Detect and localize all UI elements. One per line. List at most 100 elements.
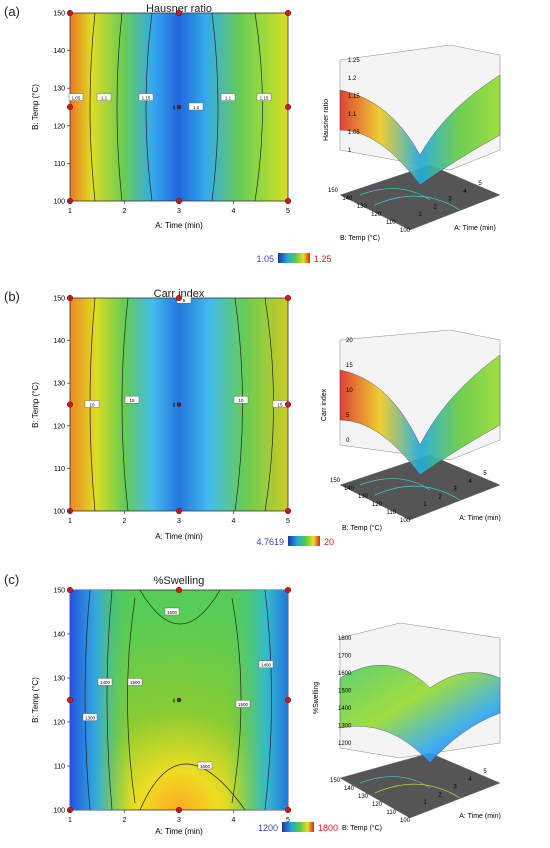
y-tick-label: 140 <box>53 632 65 639</box>
z-tick-label: 1300 <box>338 724 352 730</box>
color-scale-bar <box>278 253 310 263</box>
y-tick-label: 110 <box>54 466 65 473</box>
x-tick-label: 3 <box>177 208 181 215</box>
y-tick-label: 150 <box>53 11 65 18</box>
z-tick-label: 1600 <box>338 671 352 677</box>
y-tick-label: 140 <box>53 338 65 345</box>
x-tick-label: 4 <box>232 208 236 215</box>
surface-x-tick-label: 4 <box>468 479 472 485</box>
scale-max-label: 1800 <box>318 823 338 833</box>
contour-label: 15 <box>277 402 283 407</box>
contour-label: 1.15 <box>142 95 151 100</box>
surface-x-tick-label: 5 <box>483 769 487 775</box>
surface-ylabel: B: Temp (°C) <box>340 234 380 242</box>
y-tick-label: 130 <box>53 86 65 93</box>
panel-label: (a) <box>4 4 20 19</box>
y-tick-label: 100 <box>53 808 65 815</box>
contour-label-box <box>127 678 143 686</box>
design-point <box>175 294 183 302</box>
design-point <box>284 586 292 594</box>
z-tick-label: 1.05 <box>348 130 360 136</box>
x-tick-label: 4 <box>232 817 236 824</box>
contour-label-box <box>256 93 272 101</box>
y-axis-label: B: Temp (°C) <box>31 677 40 723</box>
surface-y-tick-label: 150 <box>330 478 341 484</box>
contour-label: 10 <box>89 402 95 407</box>
contour-label-box <box>220 93 236 101</box>
surface-x-tick-label: 2 <box>438 792 442 798</box>
y-tick-label: 130 <box>53 676 65 683</box>
design-point <box>176 104 182 110</box>
z-tick-label: 1200 <box>338 741 352 747</box>
surface-y-tick-label: 120 <box>372 802 383 808</box>
design-point <box>284 401 292 408</box>
surface-x-tick-label: 2 <box>433 204 437 210</box>
contour-label-box <box>68 93 84 101</box>
y-tick-label: 110 <box>54 764 65 771</box>
contour-label: 1500 <box>130 680 141 685</box>
surface-y-tick-label: 110 <box>386 510 396 516</box>
contour-title: Carr index <box>153 288 205 300</box>
x-tick-label: 1 <box>68 208 72 215</box>
z-axis-label: Carr index <box>321 388 328 421</box>
x-tick-label: 1 <box>68 518 72 525</box>
contour-label: 15 <box>129 398 135 403</box>
surface-y-tick-label: 140 <box>344 486 355 492</box>
contour-label-box <box>82 713 98 721</box>
y-tick-label: 110 <box>54 161 65 168</box>
contour-label: 1300 <box>85 715 96 720</box>
z-tick-label: 0 <box>346 438 350 444</box>
x-tick-label: 4 <box>232 518 236 525</box>
contour-label-box <box>138 93 154 101</box>
surface-y-tick-label: 100 <box>400 518 411 524</box>
design-point <box>284 696 292 704</box>
design-point <box>284 9 292 17</box>
contour-label: 1.1 <box>101 95 108 100</box>
x-tick-label: 3 <box>177 518 181 525</box>
panel-label: (c) <box>4 572 20 587</box>
z-tick-label: 1 <box>348 148 352 154</box>
design-point <box>176 402 182 407</box>
scale-max-label: 20 <box>324 537 334 547</box>
x-axis-label: A: Time (min) <box>155 532 203 541</box>
surface-x-tick-label: 3 <box>453 785 457 791</box>
panel-a: (a) Hausner ratio <box>0 0 550 280</box>
surface-x-tick-label: 3 <box>453 487 457 493</box>
y-tick-label: 120 <box>53 720 65 727</box>
x-tick-label: 3 <box>177 817 181 824</box>
surface-x-tick-label: 2 <box>438 494 442 500</box>
scale-min-label: 1200 <box>258 823 278 833</box>
surface-y-tick-label: 130 <box>358 794 369 800</box>
surface-x-tick-label: 3 <box>448 197 452 203</box>
contour-label: 1.1 <box>225 95 232 100</box>
center-replicate-label: 6 <box>173 699 176 705</box>
contour-label: 1600 <box>200 764 211 769</box>
surface-y-tick-label: 120 <box>372 502 383 508</box>
color-scale-bar <box>282 822 314 832</box>
contour-label: 5 <box>183 298 186 303</box>
z-tick-label: 1400 <box>338 706 352 712</box>
surface-x-tick-label: 1 <box>418 212 422 218</box>
contour-label: 1600 <box>167 610 178 615</box>
contour-label: 1.15 <box>260 95 269 100</box>
contour-label-box <box>197 761 213 770</box>
center-replicate-label: 6 <box>173 403 176 409</box>
surface-y-tick-label: 130 <box>357 204 368 210</box>
surface-y-tick-label: 120 <box>371 212 382 218</box>
surface-y-tick-label: 130 <box>358 494 369 500</box>
contour-label-box <box>84 400 100 408</box>
y-tick-label: 140 <box>53 48 65 55</box>
surface-x-tick-label: 1 <box>423 502 427 508</box>
x-tick-label: 2 <box>123 817 127 824</box>
contour-label: 1.05 <box>72 95 81 100</box>
z-axis-label: Hausner ratio <box>323 99 330 141</box>
contour-label: 1500 <box>238 702 249 707</box>
surface-x-tick-label: 5 <box>478 181 482 187</box>
x-tick-label: 1 <box>68 817 72 824</box>
panel-b: (b) Carr index <box>0 285 550 565</box>
y-tick-label: 150 <box>53 296 65 303</box>
surface-x-tick-label: 1 <box>423 800 427 806</box>
x-axis-label: A: Time (min) <box>155 827 203 836</box>
chart-panel-c: 1600 1400 1500 1500 1400 1600 1300 6 1 2 3 4 5 100… <box>31 586 501 836</box>
